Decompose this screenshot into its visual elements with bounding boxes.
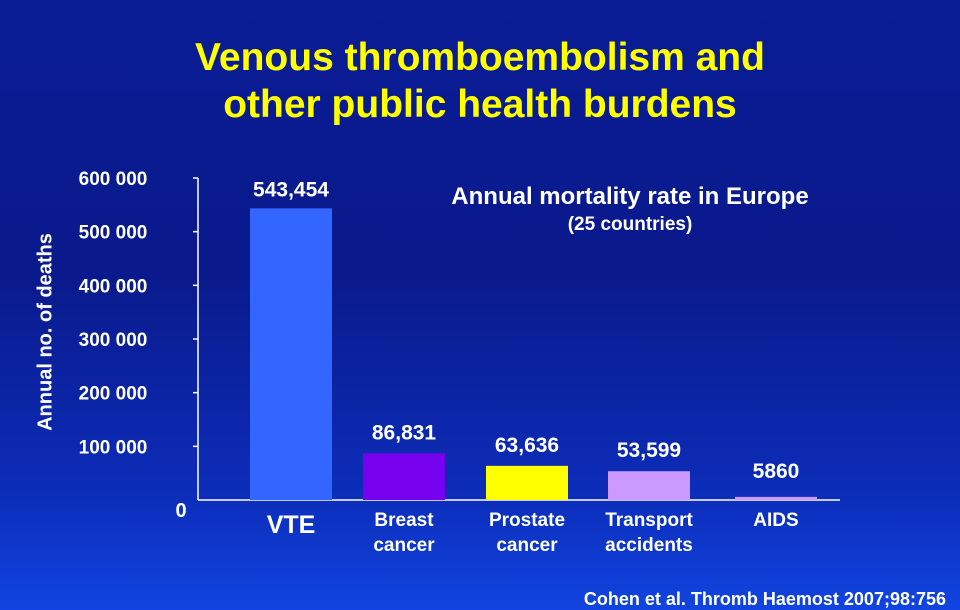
bar (250, 208, 332, 500)
y-tick-label: 200 000 (79, 384, 148, 405)
bar-value-label: 543,454 (253, 178, 329, 201)
citation: Cohen et al. Thromb Haemost 2007;98:756 (583, 589, 946, 609)
chart-subtitle-main: Annual mortality rate in Europe (451, 183, 809, 210)
bar-value-label: 63,636 (495, 434, 559, 457)
chart-subtitle-note: (25 countries) (567, 214, 693, 235)
bar-value-label: 86,831 (372, 421, 437, 444)
slide-title-line1: Venous thromboembolism and (195, 36, 765, 79)
y-tick-label: 600 000 (79, 169, 148, 190)
category-label: AIDS (753, 510, 798, 531)
y-tick-label: 400 000 (79, 276, 148, 297)
bar (735, 496, 817, 500)
bar-value-label: 53,599 (617, 439, 681, 462)
slide-title-line2: other public health burdens (223, 83, 737, 126)
bar (486, 465, 568, 500)
y-tick-label: 300 000 (79, 330, 148, 351)
category-label: cancer (373, 535, 435, 556)
slide-title: Venous thromboembolism and other public … (90, 34, 870, 128)
category-label: Transport (605, 510, 693, 531)
category-label: Prostate (489, 510, 565, 531)
bar (608, 471, 690, 500)
category-label: cancer (496, 535, 558, 556)
chart-subtitle: Annual mortality rate in Europe (25 coun… (400, 182, 860, 238)
y-tick-label: 500 000 (79, 223, 148, 244)
y-tick-label: 100 000 (79, 437, 148, 458)
bar (363, 453, 445, 500)
category-label: accidents (605, 535, 693, 556)
category-label: Breast (374, 510, 434, 531)
y-tick-label: 0 (175, 500, 186, 522)
bar-value-label: 5860 (753, 460, 800, 483)
category-label: VTE (267, 511, 316, 539)
